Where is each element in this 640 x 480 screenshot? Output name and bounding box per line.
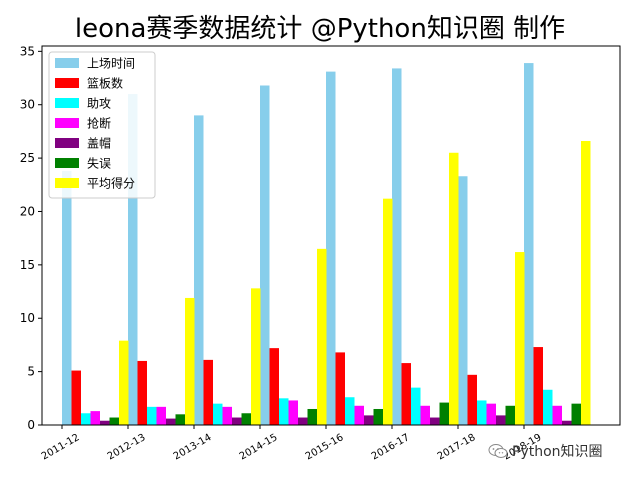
- bar-6-2012-13: [175, 414, 185, 425]
- bar-7-2012-13: [185, 297, 195, 425]
- legend-swatch: [55, 178, 79, 188]
- bar-2-2017-18: [467, 374, 477, 425]
- bar-1-2012-13: [128, 94, 138, 425]
- bar-6-2013-14: [241, 413, 251, 425]
- bar-4-2017-18: [486, 403, 496, 425]
- bar-2-2011-12: [71, 370, 81, 425]
- bar-1-2011-12: [62, 170, 72, 425]
- bar-7-2014-15: [317, 248, 327, 425]
- bar-2-2013-14: [203, 359, 213, 425]
- legend-label: 平均得分: [87, 176, 135, 191]
- bar-4-2014-15: [288, 400, 298, 425]
- x-axis: 2011-12 2012-13 2013-14 2014-15 2015-16 2016-…: [40, 425, 544, 462]
- x-tick-label: 2012-13: [106, 432, 148, 462]
- legend-swatch: [55, 158, 79, 168]
- x-tick-label: 2014-15: [238, 432, 280, 462]
- bar-7-2016-17: [449, 152, 459, 425]
- bar-4-2012-13: [156, 406, 166, 425]
- bar-4-2016-17: [420, 405, 430, 425]
- bar-6-2016-17: [439, 402, 449, 425]
- bar-3-2017-18: [477, 400, 487, 425]
- bar-3-2018-19: [543, 389, 553, 425]
- y-tick-label: 20: [20, 204, 35, 218]
- wechat-icon: [488, 444, 508, 458]
- bar-7-2013-14: [251, 288, 261, 425]
- bar-3-2013-14: [213, 403, 223, 425]
- legend-swatch: [55, 78, 79, 88]
- bar-7-2015-16: [383, 198, 393, 425]
- bar-2-2018-19: [533, 347, 543, 425]
- y-tick-label: 5: [27, 365, 35, 379]
- legend-label: 盖帽: [87, 136, 111, 151]
- bar-3-2016-17: [411, 387, 421, 425]
- bar-3-2014-15: [279, 398, 289, 425]
- y-tick-label: 35: [20, 44, 35, 58]
- bar-1-2018-19: [524, 63, 534, 425]
- bar-6-2011-12: [109, 417, 119, 425]
- y-tick-label: 10: [20, 311, 35, 325]
- bar-1-2014-15: [260, 85, 270, 425]
- legend-swatch: [55, 118, 79, 128]
- bar-6-2018-19: [571, 403, 581, 425]
- legend-label: 助攻: [87, 97, 111, 111]
- x-tick-label: 2016-17: [370, 432, 412, 462]
- bar-1-2017-18: [458, 176, 468, 425]
- bar-2-2015-16: [335, 352, 345, 425]
- bar-1-2013-14: [194, 115, 204, 425]
- bar-6-2014-15: [307, 408, 317, 425]
- y-tick-label: 30: [20, 98, 35, 112]
- bar-7-2017-18: [515, 252, 525, 425]
- y-tick-label: 25: [20, 151, 35, 165]
- bar-5-2015-16: [364, 415, 374, 425]
- bar-2-2016-17: [401, 363, 411, 425]
- x-tick-label: 2015-16: [304, 432, 346, 462]
- watermark: Python知识圈: [488, 440, 603, 462]
- bar-6-2017-18: [505, 405, 515, 425]
- bar-5-2016-17: [430, 417, 440, 425]
- bar-7-2011-12: [119, 340, 129, 425]
- y-axis: 0 5 10 15 20 25 30 35: [20, 44, 42, 432]
- bar-5-2018-19: [562, 420, 572, 425]
- bar-2-2012-13: [137, 360, 147, 425]
- legend-swatch: [55, 98, 79, 108]
- bar-4-2011-12: [90, 411, 100, 425]
- bar-5-2017-18: [496, 415, 506, 425]
- x-tick-label: 2017-18: [436, 432, 478, 462]
- plot-frame: [41, 45, 621, 426]
- bars-layer: [62, 63, 591, 426]
- legend-label: 篮板数: [87, 76, 123, 91]
- bar-3-2015-16: [345, 397, 355, 425]
- legend-label: 失误: [87, 156, 111, 171]
- bar-5-2012-13: [166, 418, 176, 425]
- bar-5-2013-14: [232, 417, 242, 425]
- watermark-text: Python知识圈: [512, 444, 603, 460]
- bar-3-2011-12: [81, 413, 91, 425]
- chart-title: leona赛季数据统计 @Python知识圈 制作: [74, 14, 566, 44]
- bar-1-2016-17: [392, 68, 402, 426]
- bar-6-2015-16: [373, 408, 383, 425]
- bar-7-2018-19: [581, 141, 591, 425]
- bar-4-2018-19: [552, 405, 562, 425]
- legend-label: 抢断: [87, 116, 111, 131]
- bar-4-2015-16: [354, 405, 364, 425]
- legend-swatch: [55, 58, 79, 68]
- bar-3-2012-13: [147, 406, 157, 425]
- y-tick-label: 0: [27, 418, 35, 432]
- bar-2-2014-15: [269, 348, 279, 425]
- bar-5-2011-12: [100, 420, 110, 425]
- bar-5-2014-15: [298, 417, 308, 425]
- x-tick-label: 2011-12: [40, 432, 82, 462]
- x-tick-label: 2013-14: [172, 432, 214, 462]
- bar-4-2013-14: [222, 406, 232, 425]
- legend-label: 上场时间: [87, 57, 135, 71]
- y-tick-label: 15: [20, 258, 35, 272]
- bar-1-2015-16: [326, 71, 336, 426]
- legend-swatch: [55, 138, 79, 148]
